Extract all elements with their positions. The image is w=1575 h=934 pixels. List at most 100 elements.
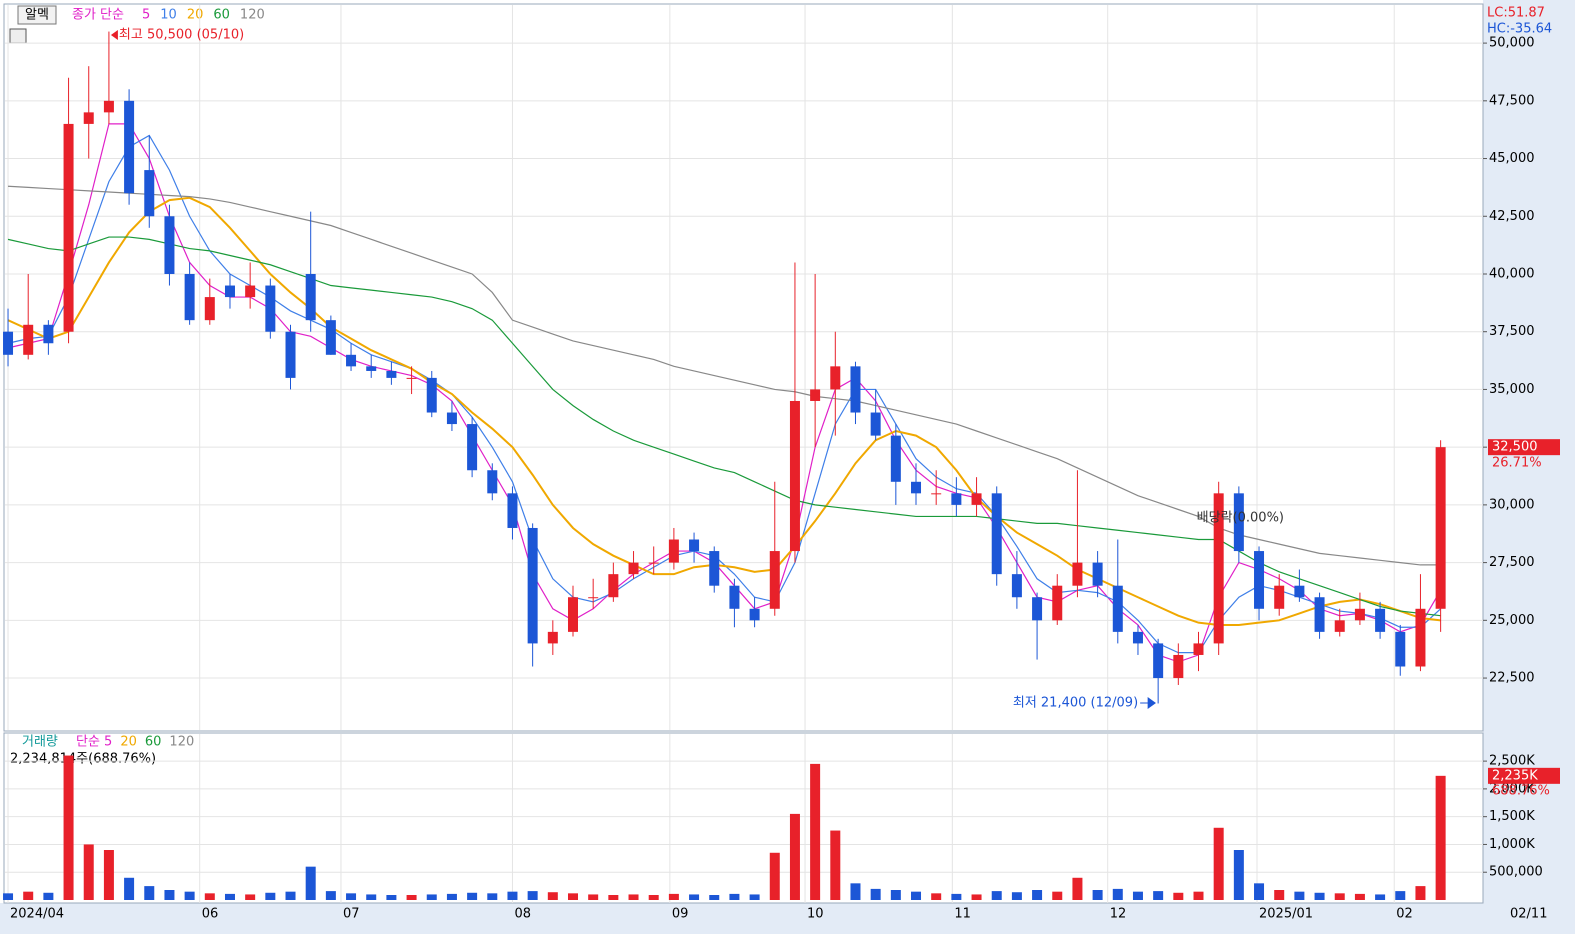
candle-body bbox=[1032, 597, 1043, 621]
volume-bar bbox=[1334, 893, 1345, 900]
last-price: 32,500 bbox=[1492, 440, 1538, 455]
volume-title: 거래량 bbox=[22, 735, 58, 750]
volume-bar bbox=[1153, 891, 1164, 900]
y-tick-label: 1,000K bbox=[1489, 837, 1535, 852]
volume-bar bbox=[265, 892, 276, 900]
x-tick-label: 06 bbox=[202, 907, 219, 922]
candle-body bbox=[124, 100, 135, 194]
volume-bar bbox=[850, 883, 861, 900]
volume-bar bbox=[689, 894, 700, 900]
volume-bar bbox=[325, 891, 336, 900]
volume-bar bbox=[588, 894, 599, 900]
y-tick-label: 1,500K bbox=[1489, 809, 1535, 824]
y-tick-label: 35,000 bbox=[1489, 382, 1535, 397]
candle-body bbox=[628, 562, 639, 575]
volume-bar bbox=[366, 894, 377, 900]
volume-bar bbox=[1072, 877, 1083, 900]
volume-bar bbox=[1173, 892, 1184, 900]
x-tick-label: 07 bbox=[343, 907, 360, 922]
volume-bar bbox=[1233, 850, 1244, 900]
moving-average bbox=[7, 196, 1441, 626]
volume-bar bbox=[3, 893, 14, 900]
volume-bar bbox=[830, 830, 841, 900]
candle-body bbox=[325, 320, 336, 355]
y-tick-label: 27,500 bbox=[1489, 555, 1535, 570]
candle-body bbox=[1314, 597, 1325, 632]
volume-bar bbox=[1193, 891, 1204, 900]
volume-bar bbox=[507, 891, 518, 900]
candle-body bbox=[588, 597, 599, 599]
legend-item: 60 bbox=[213, 8, 230, 23]
candle-body bbox=[668, 539, 679, 563]
candle-body bbox=[467, 424, 478, 471]
legend-item: 120 bbox=[240, 8, 265, 23]
candle-body bbox=[1254, 551, 1265, 609]
candle-body bbox=[709, 551, 720, 586]
volume-bar bbox=[164, 890, 175, 900]
candle-body bbox=[789, 400, 800, 552]
candle-body bbox=[1334, 620, 1345, 632]
volume-bar bbox=[810, 763, 821, 900]
volume-bar bbox=[1415, 886, 1426, 900]
candle-body bbox=[285, 331, 296, 378]
volume-bar bbox=[1213, 827, 1224, 900]
volume-info: 2,234,814주(688.76%) bbox=[10, 752, 156, 767]
volume-bar bbox=[426, 894, 437, 900]
stock-button[interactable] bbox=[17, 5, 57, 25]
volume-bar bbox=[1274, 890, 1285, 900]
candle-body bbox=[648, 562, 659, 564]
volume-bar bbox=[608, 895, 619, 900]
candle-body bbox=[3, 331, 14, 355]
volume-bar bbox=[63, 755, 74, 900]
candle-body bbox=[204, 297, 215, 321]
candle-body bbox=[911, 481, 922, 494]
candle-body bbox=[870, 412, 881, 436]
volume-bar bbox=[204, 893, 215, 900]
y-tick-label: 25,000 bbox=[1489, 613, 1535, 628]
y-tick-label: 30,000 bbox=[1489, 497, 1535, 512]
volume-bar bbox=[648, 895, 659, 900]
volume-bar bbox=[184, 891, 195, 900]
legend-prefix: 종가 단순 bbox=[72, 8, 124, 23]
volume-bar bbox=[1314, 892, 1325, 900]
last-volume-change: 688.76% bbox=[1492, 783, 1550, 798]
volume-bar bbox=[951, 893, 962, 900]
volume-bar bbox=[971, 894, 982, 900]
candle-body bbox=[951, 493, 962, 505]
y-tick-label: 500,000 bbox=[1489, 865, 1543, 880]
price-panel bbox=[3, 3, 1484, 732]
x-tick-label: 09 bbox=[672, 907, 689, 922]
volume-bar bbox=[1011, 892, 1022, 900]
candle-body bbox=[305, 273, 316, 321]
candle-body bbox=[83, 112, 94, 124]
volume-bar bbox=[43, 892, 54, 900]
volume-bar bbox=[890, 890, 901, 900]
candle-body bbox=[1375, 608, 1386, 632]
candle-body bbox=[1213, 493, 1224, 644]
candle-body bbox=[164, 216, 175, 274]
legend-item: 20 bbox=[187, 8, 204, 23]
candle-body bbox=[1072, 562, 1083, 586]
candle-body bbox=[971, 493, 982, 505]
volume-bar bbox=[789, 813, 800, 900]
y-tick-label: 40,000 bbox=[1489, 266, 1535, 281]
candle-body bbox=[224, 285, 235, 298]
y-tick-label: 50,000 bbox=[1489, 36, 1535, 51]
volume-bar bbox=[1395, 891, 1406, 900]
hc-label: HC:-35.64 bbox=[1487, 22, 1552, 37]
volume-bar bbox=[487, 893, 498, 900]
volume-bar bbox=[224, 893, 235, 900]
candle-body bbox=[890, 435, 901, 482]
candle-body bbox=[830, 366, 841, 390]
table-icon[interactable] bbox=[9, 28, 27, 44]
candle-body bbox=[245, 285, 256, 298]
candle-body bbox=[265, 285, 276, 332]
volume-bar bbox=[1375, 894, 1386, 900]
stock-name[interactable]: 알멕 bbox=[25, 8, 49, 23]
candle-body bbox=[749, 608, 760, 621]
candle-body bbox=[1052, 585, 1063, 621]
volume-bar bbox=[1435, 775, 1446, 900]
candle-body bbox=[184, 273, 195, 321]
candle-body bbox=[103, 100, 114, 113]
